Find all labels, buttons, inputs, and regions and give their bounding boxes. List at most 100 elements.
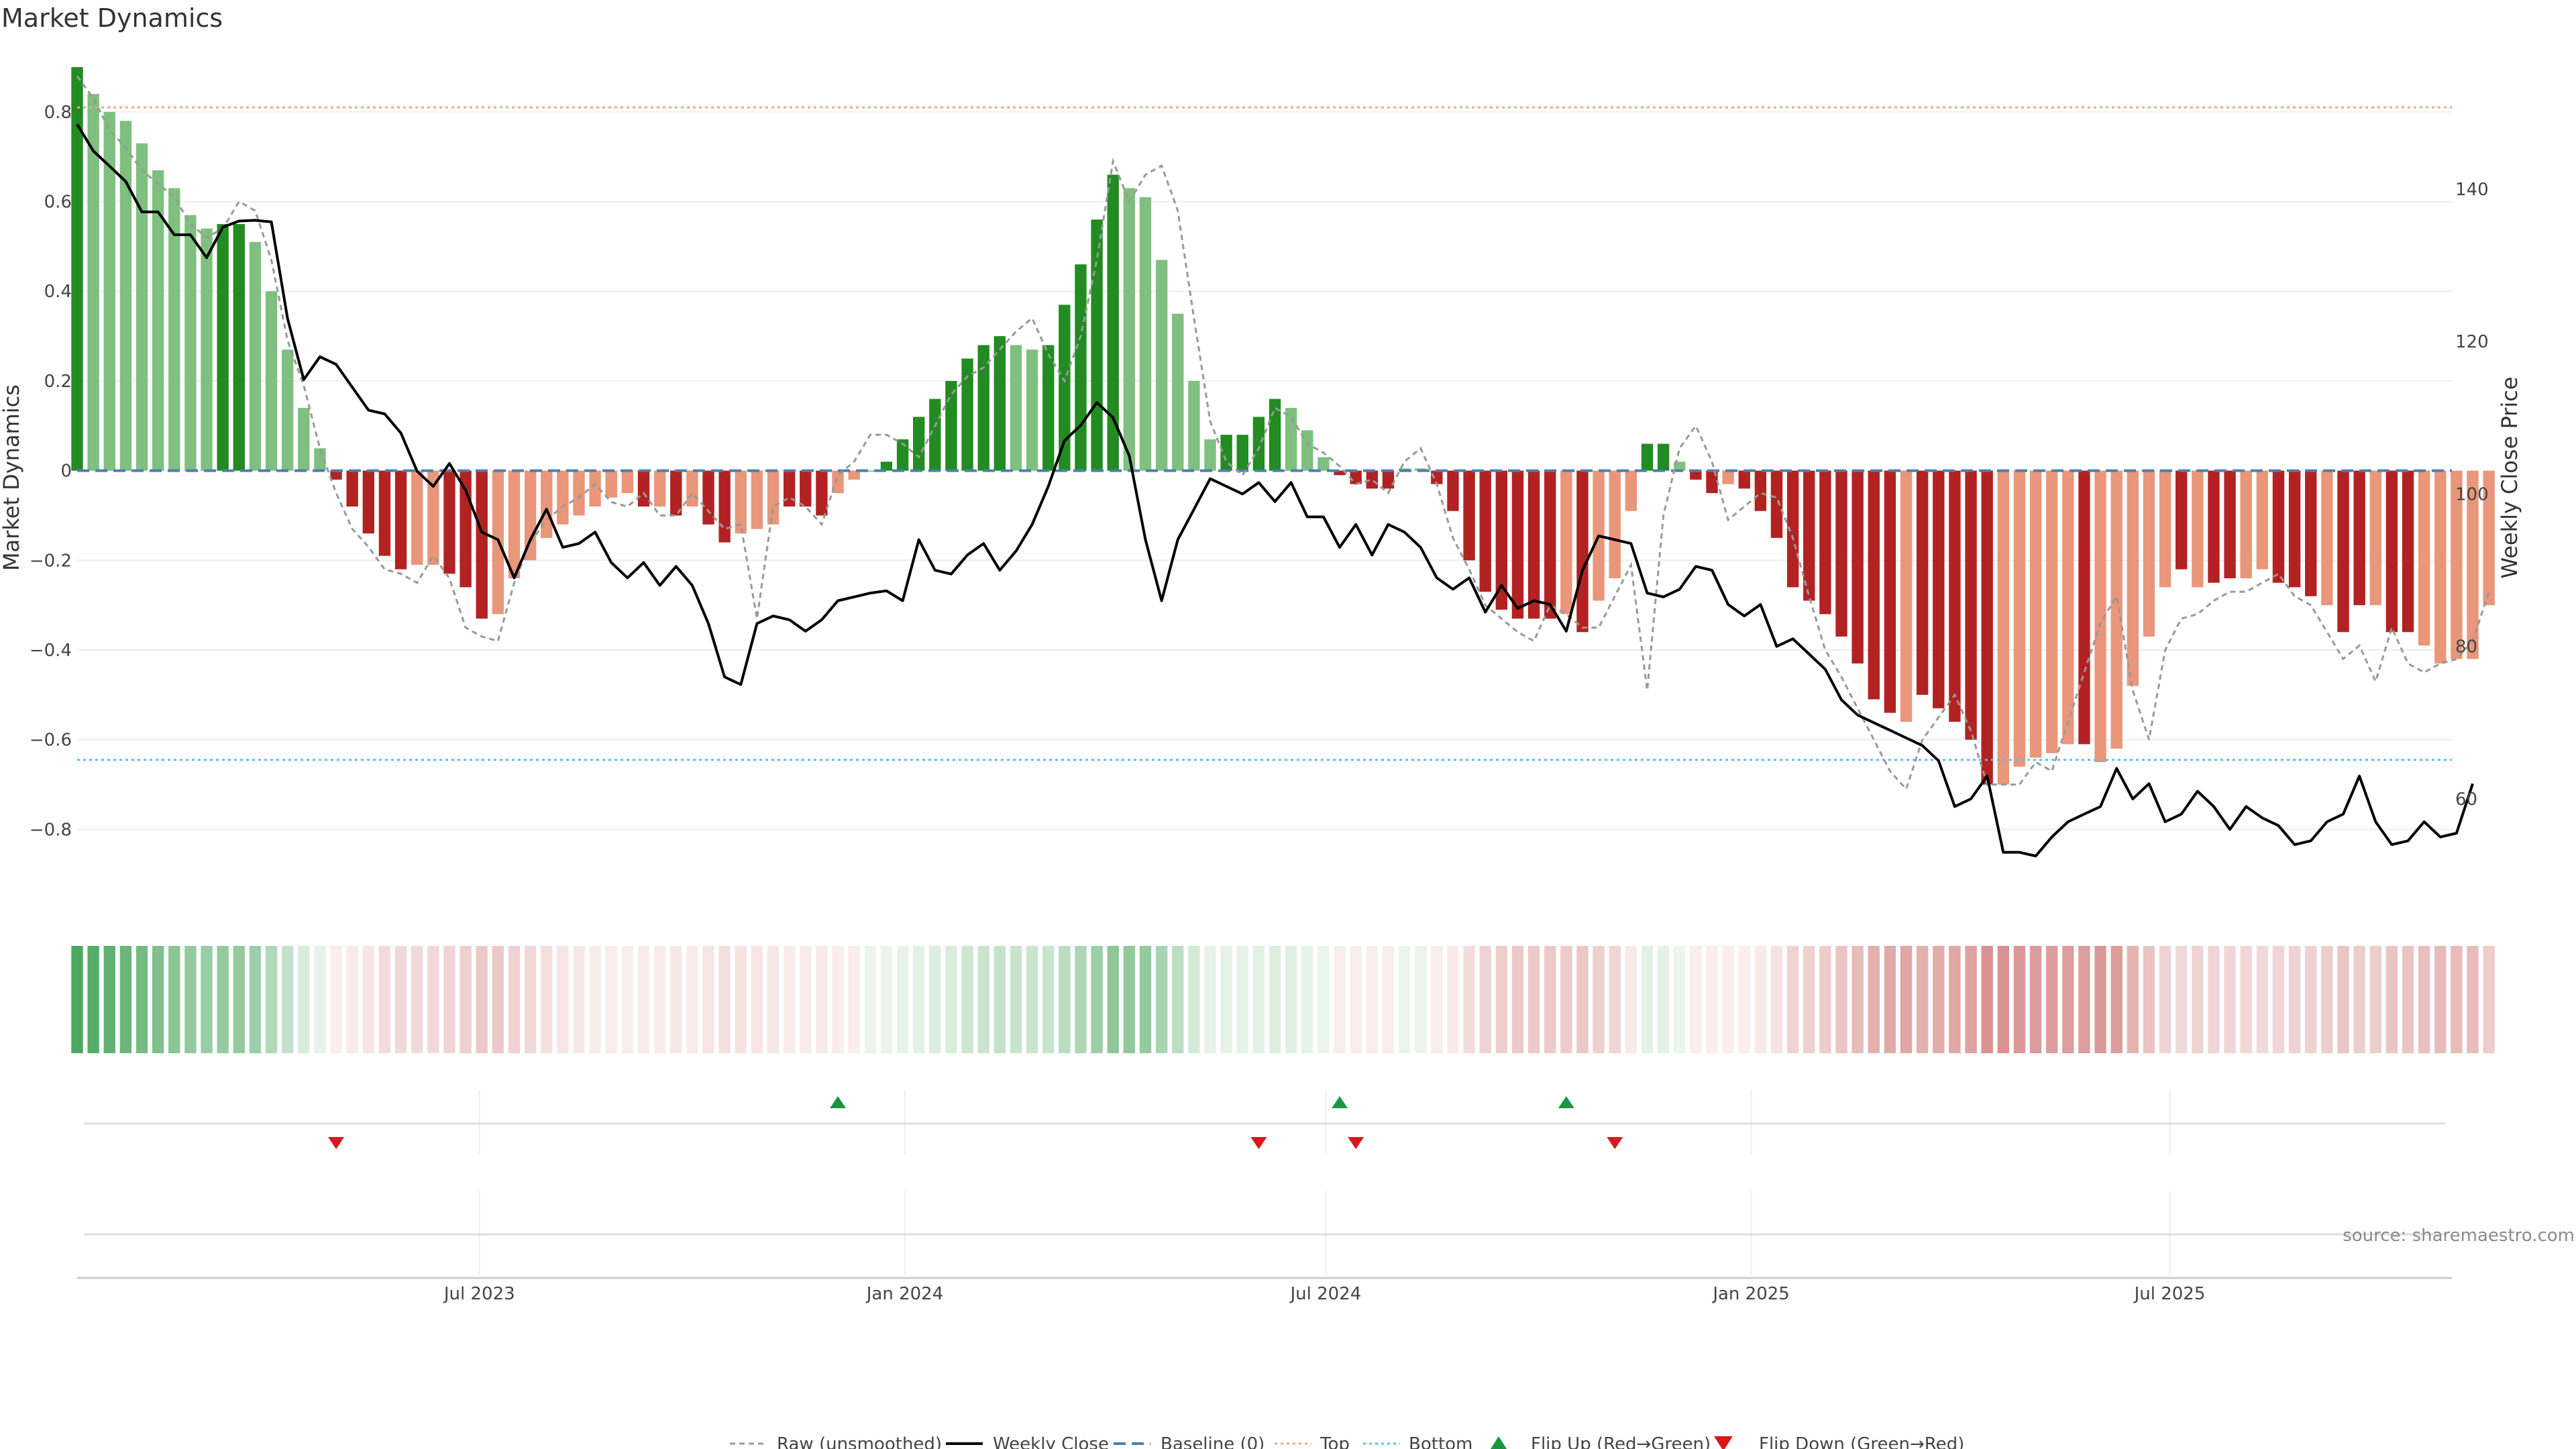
strip-cell — [103, 946, 115, 1053]
flip-down-marker — [1348, 1137, 1364, 1149]
dynamics-bar — [2013, 470, 2026, 767]
strip-cell — [1334, 946, 1346, 1053]
strip-cell — [378, 946, 391, 1053]
legend-baseline-label: Baseline (0) — [1161, 1434, 1265, 1449]
legend: Raw (unsmoothed) Weekly Close Baseline (… — [730, 1434, 1964, 1449]
strip-cell — [1188, 946, 1200, 1053]
legend-top-label: Top — [1320, 1434, 1350, 1449]
dynamics-bar — [686, 470, 698, 507]
dynamics-bar — [2159, 470, 2171, 588]
strip-cell — [119, 946, 132, 1053]
strip-cell — [945, 946, 957, 1053]
dynamics-bar — [1625, 470, 1638, 511]
flip-markers-panel — [84, 1096, 2445, 1236]
strip-cell — [1593, 946, 1605, 1053]
dynamics-bar — [621, 470, 634, 494]
dynamics-bar — [1236, 435, 1248, 471]
strip-cell — [1269, 946, 1281, 1053]
dynamics-bar — [1334, 470, 1346, 476]
dynamics-bar — [2240, 470, 2252, 579]
dynamics-bar — [1690, 470, 1702, 480]
strip-cell — [2288, 946, 2301, 1053]
flip-up-marker — [830, 1096, 847, 1108]
dynamics-bar — [1155, 260, 1168, 471]
strip-cell — [2483, 946, 2495, 1053]
dynamics-bar — [573, 470, 585, 516]
dynamics-bar — [524, 470, 537, 561]
strip-cell — [2272, 946, 2285, 1053]
strip-cell — [1447, 946, 1459, 1053]
dynamics-bar — [1965, 470, 1977, 740]
dynamics-bar — [2078, 470, 2090, 745]
strip-cell — [896, 946, 909, 1053]
strip-cell — [443, 946, 455, 1053]
dynamics-bar — [103, 111, 115, 471]
dynamics-bar — [1786, 470, 1799, 588]
right-tick-label: 100 — [2455, 484, 2489, 504]
dynamics-bar — [1933, 470, 1945, 708]
strip-cell — [201, 946, 213, 1053]
strip-cell — [2321, 946, 2333, 1053]
flip-down-marker — [328, 1137, 345, 1149]
dynamics-bar — [1366, 470, 1378, 489]
time-axis: Jul 2023 Jan 2024 Jul 2024 Jan 2025 Jul 2025 — [77, 1277, 2452, 1304]
strip-cell — [637, 946, 650, 1053]
strip-cell — [1318, 946, 1330, 1053]
strip-cell — [314, 946, 326, 1053]
strip-cell — [298, 946, 310, 1053]
legend-flip-down-icon — [1714, 1436, 1733, 1449]
strip-cell — [168, 946, 180, 1053]
strip-cell — [670, 946, 682, 1053]
strip-cell — [2094, 946, 2106, 1053]
x-tick-label: Jul 2024 — [1289, 1284, 1361, 1304]
dynamics-bar — [2321, 470, 2333, 606]
dynamics-bar — [1107, 174, 1119, 471]
flip-down-marker — [1607, 1137, 1623, 1149]
dynamics-bar — [330, 470, 342, 480]
left-tick-label: 0.2 — [44, 372, 72, 392]
strip-cell — [1350, 946, 1362, 1053]
strip-cell — [1738, 946, 1750, 1053]
x-tick-label: Jul 2025 — [2133, 1284, 2206, 1304]
strip-cell — [1511, 946, 1524, 1053]
dynamics-bar — [184, 215, 197, 471]
dynamics-bar — [1204, 439, 1216, 471]
strip-cell — [1155, 946, 1168, 1053]
strip-cell — [541, 946, 553, 1053]
dynamics-bar — [880, 462, 893, 471]
strip-cell — [1301, 946, 1313, 1053]
strip-cell — [1463, 946, 1475, 1053]
dynamics-bar — [201, 228, 213, 471]
dynamics-bar — [1188, 380, 1200, 471]
strip-cell — [1657, 946, 1670, 1053]
strip-cell — [1285, 946, 1297, 1053]
strip-cell — [1981, 946, 1993, 1053]
strip-cell — [1026, 946, 1038, 1053]
strip-cell — [2240, 946, 2252, 1053]
strip-cell — [1868, 946, 1880, 1053]
dynamics-bar — [864, 470, 876, 472]
strip-cell — [2434, 946, 2447, 1053]
strip-cell — [1431, 946, 1443, 1053]
dynamics-bar — [1220, 435, 1232, 471]
dynamics-bar — [961, 358, 973, 471]
strip-cell — [994, 946, 1006, 1053]
strip-cell — [2176, 946, 2188, 1053]
strip-cell — [2353, 946, 2365, 1053]
dynamics-bar — [1301, 430, 1313, 471]
strip-cell — [783, 946, 796, 1053]
dynamics-bar — [1447, 470, 1459, 511]
strip-cell — [1059, 946, 1071, 1053]
strip-cell — [864, 946, 876, 1053]
dynamics-bar — [1544, 470, 1556, 619]
dynamics-bar — [1123, 188, 1136, 471]
dynamics-bar — [2094, 470, 2106, 763]
dynamics-bar — [1657, 443, 1670, 471]
left-tick-label: −0.6 — [30, 731, 72, 751]
dynamics-bar — [2337, 470, 2349, 633]
dynamics-bar — [912, 417, 925, 471]
dynamics-bar — [1997, 470, 2009, 785]
flip-down-marker — [1250, 1137, 1267, 1149]
strip-cell — [1107, 946, 1119, 1053]
